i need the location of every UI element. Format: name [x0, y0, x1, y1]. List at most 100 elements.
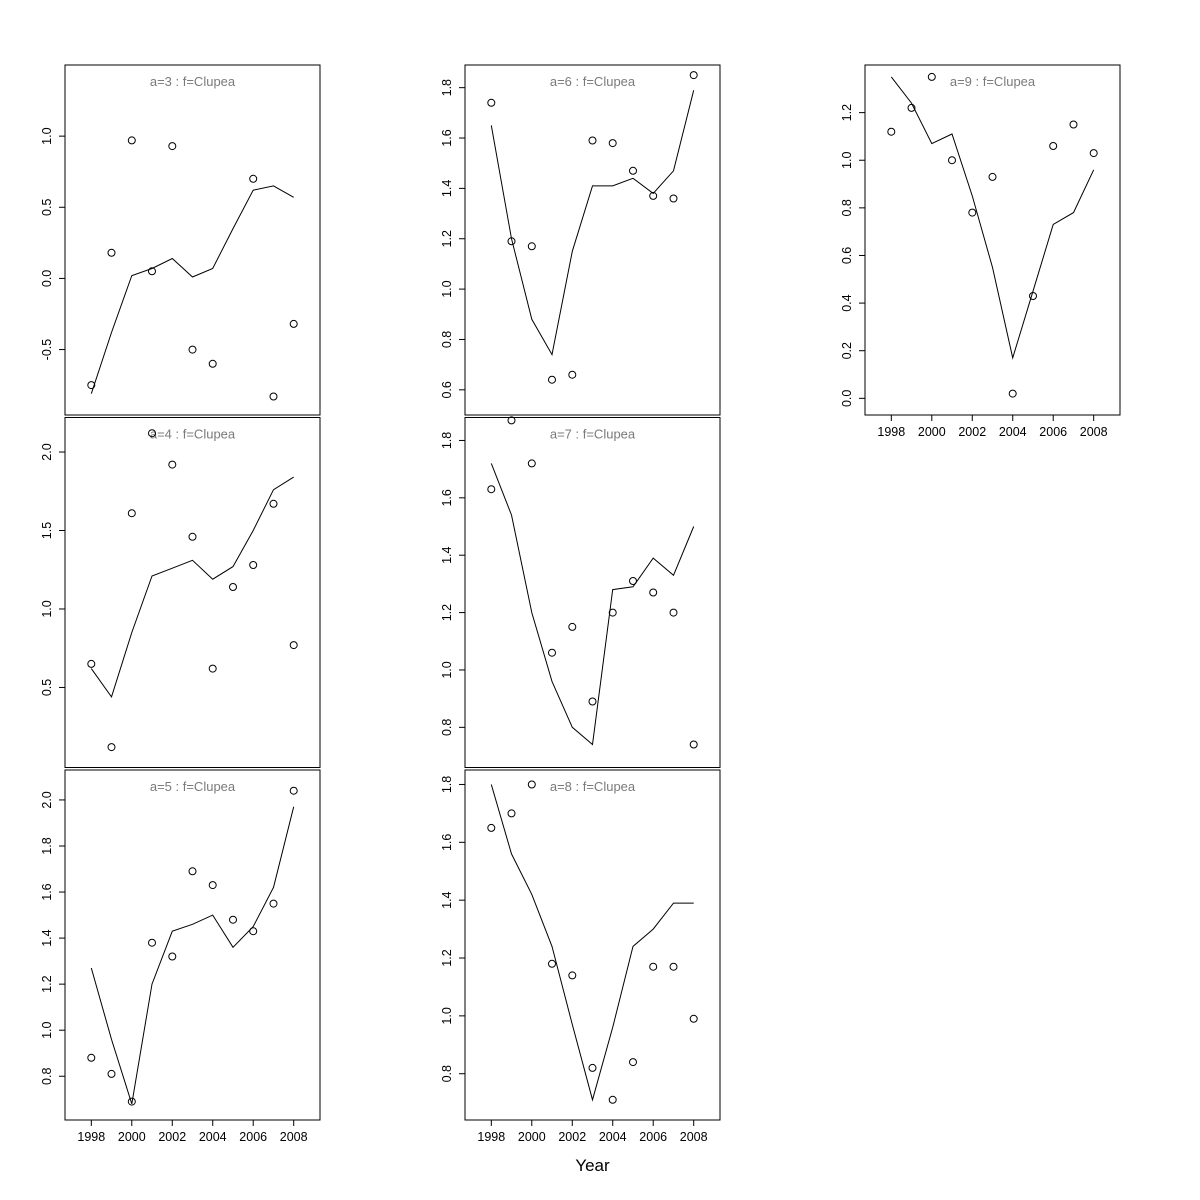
- fit-line: [490, 784, 694, 1102]
- x-tick-label: 2008: [280, 1130, 308, 1144]
- data-point: [487, 823, 496, 832]
- data-point: [669, 962, 678, 971]
- data-point: [527, 780, 536, 789]
- y-tick-label: 0.8: [440, 331, 454, 348]
- panel-title: a=8 : f=Clupea: [550, 779, 636, 794]
- y-tick-label: 0.5: [40, 199, 54, 216]
- y-tick-label: 0.2: [840, 342, 854, 359]
- x-tick-label: 2006: [1039, 425, 1067, 439]
- data-point: [689, 71, 698, 80]
- data-point: [588, 136, 597, 145]
- panel-border: [864, 64, 1121, 416]
- y-tick-label: 1.0: [40, 1021, 54, 1038]
- panel-border: [464, 417, 721, 768]
- y-tick-label: 1.0: [440, 280, 454, 297]
- y-tick-label: 1.2: [440, 949, 454, 966]
- data-point: [927, 72, 936, 81]
- data-point: [568, 622, 577, 631]
- data-point: [107, 1069, 116, 1078]
- data-point: [487, 485, 496, 494]
- data-point: [208, 664, 217, 673]
- y-tick-label: 2.0: [40, 791, 54, 808]
- fit-line: [890, 76, 1095, 360]
- y-tick-label: 2.0: [40, 443, 54, 460]
- panel-a3: a=3 : f=Clupea -0.5 0.0 0.5 1.0: [40, 64, 321, 416]
- y-tick-label: 1.2: [440, 230, 454, 247]
- data-point: [649, 191, 658, 200]
- y-tick-label: 1.2: [840, 104, 854, 121]
- y-tick-label: 1.8: [440, 79, 454, 96]
- data-point: [208, 881, 217, 890]
- y-tick-label: 1.4: [440, 180, 454, 197]
- data-point: [649, 962, 658, 971]
- y-tick-label: 1.2: [40, 975, 54, 992]
- data-point: [127, 1097, 136, 1106]
- panel-border: [64, 769, 321, 1121]
- data-point: [1069, 120, 1078, 129]
- data-point: [269, 392, 278, 401]
- data-point: [568, 971, 577, 980]
- y-tick-label: 1.6: [440, 834, 454, 851]
- y-tick-label: 1.6: [40, 883, 54, 900]
- data-point: [968, 208, 977, 217]
- y-tick-label: 0.8: [440, 1065, 454, 1082]
- y-tick-label: 0.4: [840, 294, 854, 311]
- data-point: [568, 370, 577, 379]
- y-tick-label: 0.8: [840, 199, 854, 216]
- y-tick-label: 1.0: [440, 661, 454, 678]
- data-point: [689, 740, 698, 749]
- data-point: [148, 429, 156, 438]
- data-point: [168, 142, 177, 151]
- data-point: [1089, 149, 1098, 158]
- y-tick-label: 1.4: [440, 891, 454, 908]
- data-point: [629, 1058, 637, 1067]
- x-tick-label: 2004: [599, 1130, 627, 1144]
- x-tick-label: 2008: [1080, 425, 1108, 439]
- data-point: [168, 460, 177, 469]
- data-point: [107, 248, 116, 257]
- data-point: [289, 641, 298, 650]
- y-tick-label: 0.5: [40, 679, 54, 696]
- panel-a5: a=5 : f=Clupea 0.8 1.0 1.2 1.4 1.6 1.8 2.0 1998 2…: [40, 769, 321, 1144]
- y-tick-label: 1.6: [440, 129, 454, 146]
- data-point: [588, 1063, 597, 1072]
- panel-a4: a=4 : f=Clupea 0.5 1.0 1.5 2.0: [40, 417, 321, 768]
- y-tick-label: 1.4: [40, 929, 54, 946]
- x-tick-label: 2004: [199, 1130, 227, 1144]
- y-tick-label: 1.2: [440, 604, 454, 621]
- data-point: [487, 98, 496, 107]
- x-tick-label: 1998: [877, 425, 905, 439]
- data-point: [527, 242, 536, 251]
- data-point: [1008, 389, 1017, 398]
- fit-line: [490, 463, 695, 746]
- y-tick-label: 1.4: [440, 546, 454, 563]
- data-point: [907, 103, 916, 112]
- x-axis-title: Year: [575, 1156, 610, 1175]
- y-tick-label: 0.6: [840, 247, 854, 264]
- panel-title: a=3 : f=Clupea: [150, 74, 236, 89]
- data-point: [168, 952, 177, 961]
- y-tick-label: 1.5: [40, 522, 54, 539]
- y-tick-label: 1.8: [40, 837, 54, 854]
- panel-border: [464, 769, 721, 1121]
- data-point: [269, 899, 278, 908]
- data-point: [548, 375, 556, 384]
- panel-title: a=7 : f=Clupea: [550, 427, 636, 442]
- x-tick-label: 1998: [477, 1130, 505, 1144]
- panel-border: [464, 64, 721, 416]
- data-point: [988, 172, 997, 181]
- y-tick-label: 1.6: [440, 489, 454, 506]
- data-point: [249, 927, 258, 936]
- data-point: [669, 194, 678, 203]
- data-point: [507, 416, 516, 425]
- fit-line: [90, 806, 295, 1105]
- y-tick-label: 0.0: [40, 270, 54, 287]
- panel-title: a=9 : f=Clupea: [950, 74, 1036, 89]
- data-point: [188, 345, 197, 354]
- x-tick-label: 2002: [158, 1130, 186, 1144]
- x-tick-label: 2002: [558, 1130, 586, 1144]
- data-point: [148, 267, 156, 276]
- data-point: [229, 915, 237, 924]
- y-tick-label: 1.0: [440, 1007, 454, 1024]
